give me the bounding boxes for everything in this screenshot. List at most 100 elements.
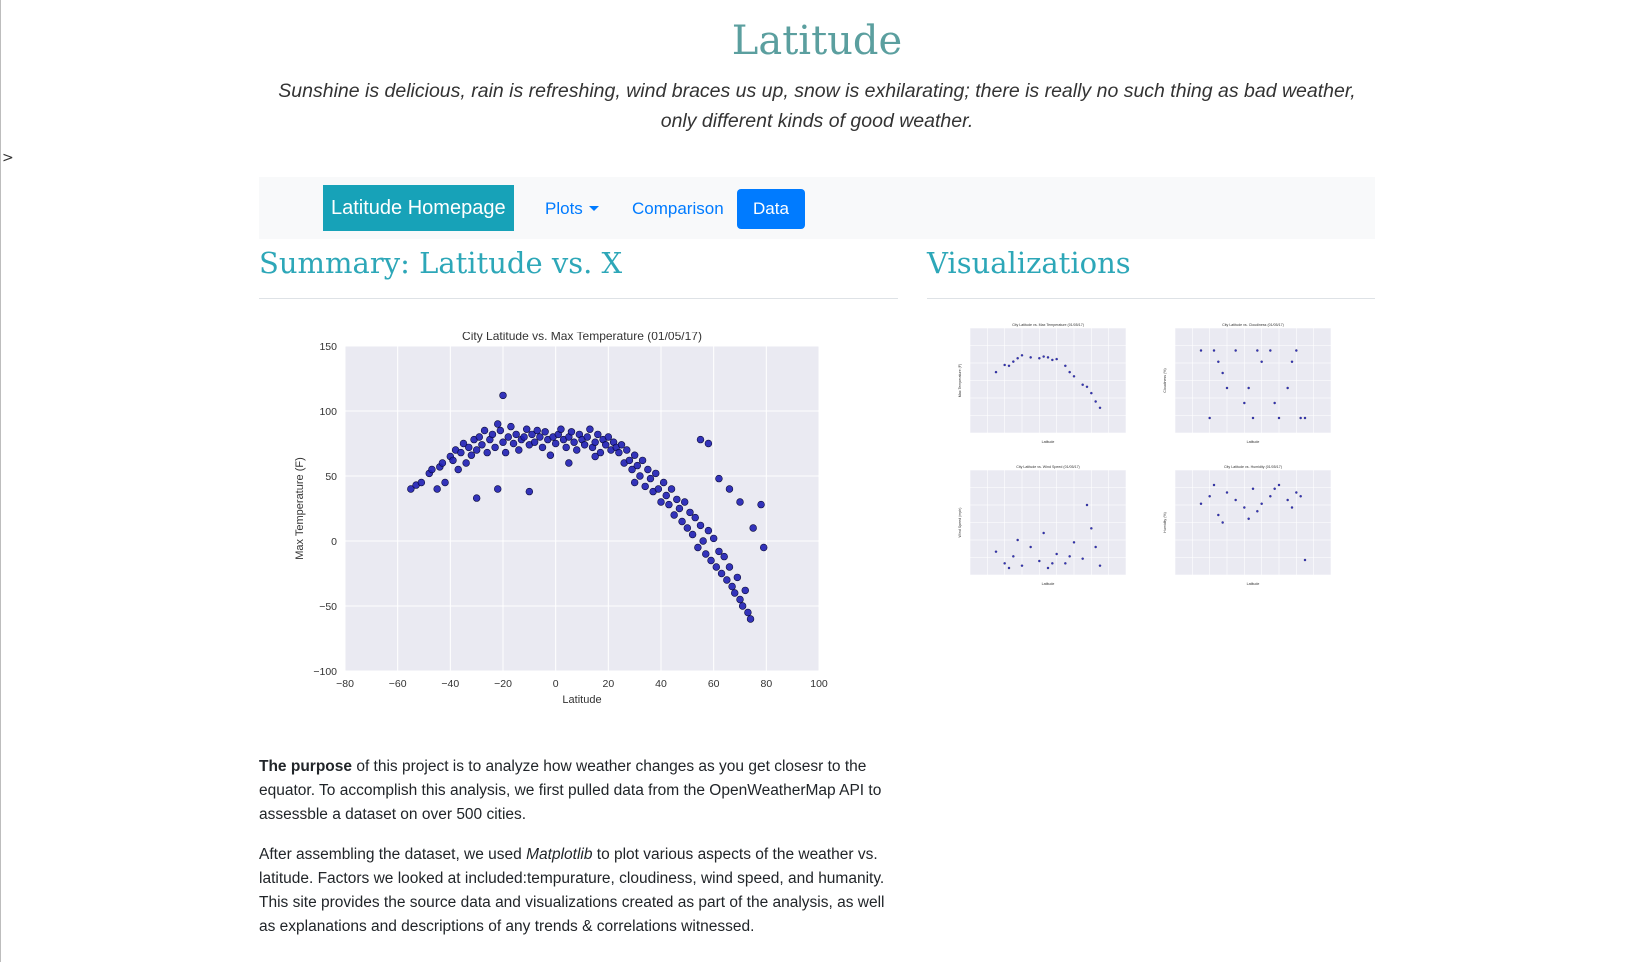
thumbnail-4-data-point: [1269, 495, 1272, 498]
main-chart-data-point: [738, 602, 747, 610]
nav-plots-dropdown[interactable]: Plots: [537, 189, 607, 229]
main-chart-data-point: [480, 426, 489, 435]
main-chart-data-point: [499, 438, 507, 446]
thumbnail-wind-speed-chart[interactable]: City Latitude vs. Wind Speed (01/05/17) L…: [954, 460, 1144, 590]
main-chart-data-point: [688, 530, 697, 539]
main-chart-data-point: [630, 451, 639, 459]
main-chart-x-tick-label: 80: [760, 678, 772, 690]
nav-data-link[interactable]: Data: [737, 189, 805, 229]
main-chart-data-point: [457, 448, 465, 457]
thumbnail-3-data-point: [1020, 564, 1024, 567]
thumbnail-4-data-point: [1303, 558, 1307, 562]
summary-text-2b: to plot various aspects of the weather v…: [259, 846, 885, 935]
nav-comparison-link[interactable]: Comparison: [632, 199, 724, 218]
main-chart-data-point: [665, 500, 673, 509]
thumbnail-2-data-point: [1295, 349, 1298, 352]
visualizations-divider: [927, 298, 1375, 299]
thumbnail-2-data-point: [1247, 386, 1250, 390]
thumbnail-2-data-point: [1225, 386, 1229, 390]
main-chart-data-point: [709, 534, 718, 543]
main-chart-data-point: [659, 478, 668, 487]
main-chart-data-point: [681, 498, 689, 506]
thumbnail-1-x-axis-label: Latitude: [1042, 440, 1055, 444]
main-chart-data-point: [723, 576, 731, 584]
thumbnail-2-data-point: [1221, 371, 1224, 375]
thumbnail-1-data-point: [1046, 356, 1050, 359]
thumbnail-4-data-point: [1225, 491, 1229, 494]
main-chart-x-tick-label: −80: [336, 678, 354, 690]
thumbnail-1-chart-title: City Latitude vs. Max Temperature (01/05…: [1012, 323, 1084, 327]
thumbnail-humidity-chart[interactable]: City Latitude vs. Humidity (01/05/17) Lat…: [1159, 460, 1349, 590]
main-chart-data-point: [731, 589, 739, 597]
thumbnail-1-data-point: [1016, 357, 1019, 360]
main-chart-data-point: [459, 439, 468, 448]
thumbnail-4-data-point: [1286, 498, 1289, 502]
thumbnail-2-y-axis-label: Cloudiness (%): [1163, 368, 1167, 392]
main-chart-data-point: [662, 491, 670, 500]
main-chart-data-point: [428, 465, 436, 474]
main-chart-data-point: [417, 478, 426, 487]
main-chart-data-point: [441, 478, 449, 487]
thumbnail-1-data-point: [1012, 360, 1015, 363]
thumbnail-3-data-point: [1046, 566, 1050, 570]
thumbnail-2-data-point: [1208, 416, 1211, 420]
main-chart-data-point: [617, 441, 626, 449]
main-chart-data-point: [691, 513, 699, 522]
main-chart-data-point: [520, 433, 528, 441]
thumbnail-2-data-point: [1256, 349, 1259, 352]
main-chart-data-point: [509, 439, 518, 448]
main-chart-data-point: [757, 500, 765, 509]
thumbnail-2-data-point: [1299, 416, 1302, 420]
main-chart-data-point: [636, 472, 644, 480]
main-chart-data-point: [433, 485, 441, 493]
thumbnail-3-chart-title: City Latitude vs. Wind Speed (01/05/17): [1016, 465, 1080, 469]
main-chart-data-point: [728, 582, 736, 591]
thumbnail-1-y-axis-label: Max Temperature (F): [958, 364, 962, 397]
thumbnail-3-data-point: [1003, 562, 1006, 565]
main-chart-data-point: [523, 425, 531, 433]
thumbnail-4-data-point: [1217, 513, 1220, 517]
main-chart-x-tick-label: 0: [553, 678, 559, 690]
main-chart-data-point: [565, 459, 573, 467]
thumbnail-3-data-point: [1007, 566, 1011, 570]
main-chart-data-point: [494, 420, 502, 428]
thumbnail-4-data-point: [1277, 483, 1281, 487]
main-chart-data-point: [591, 438, 599, 446]
main-chart-data-point: [551, 439, 560, 448]
main-chart-data-point: [488, 430, 497, 439]
main-chart-data-point: [670, 511, 678, 519]
thumbnail-cloudiness-chart[interactable]: City Latitude vs. Cloudiness (01/05/17) L…: [1159, 318, 1349, 448]
thumbnail-1-data-point: [1042, 355, 1045, 358]
main-chart-data-point: [602, 441, 610, 449]
main-chart-data-point: [694, 543, 702, 552]
main-chart-x-tick-label: 60: [708, 678, 720, 690]
main-chart-data-point: [678, 517, 686, 526]
thumbnail-4-y-axis-label: Humidity (%): [1163, 512, 1167, 533]
nav-brand-button[interactable]: Latitude Homepage: [323, 185, 514, 231]
thumbnail-2-data-point: [1199, 349, 1203, 352]
main-chart-data-point: [562, 443, 570, 452]
main-chart-data-point: [652, 469, 660, 478]
main-chart-data-point: [699, 537, 707, 545]
thumbnail-1-data-point: [1085, 385, 1089, 389]
main-chart-data-point: [638, 456, 647, 465]
thumbnail-temperature-chart[interactable]: City Latitude vs. Max Temperature (01/05…: [954, 318, 1144, 448]
main-chart-data-point: [407, 485, 415, 493]
page-subtitle: Sunshine is delicious, rain is refreshin…: [278, 80, 1356, 132]
main-chart-data-point: [494, 485, 502, 493]
thumbnail-2-x-axis-label: Latitude: [1247, 440, 1260, 444]
main-chart-data-point: [591, 452, 599, 461]
main-chart-data-point: [673, 495, 681, 504]
main-chart-data-point: [491, 443, 499, 452]
main-chart-data-point: [644, 465, 652, 474]
main-chart-data-point: [538, 443, 547, 452]
summary-paragraph-1: The purpose of this project is to analyz…: [259, 755, 899, 827]
main-chart-data-point: [725, 485, 734, 493]
main-chart-data-point: [725, 563, 734, 571]
main-chart-data-point: [641, 482, 649, 491]
thumbnail-1-data-point: [1098, 406, 1102, 410]
main-chart-data-point: [496, 426, 505, 435]
main-chart-data-point: [615, 448, 623, 457]
summary-bold-text: The purpose: [259, 758, 353, 775]
main-chart-x-tick-label: −60: [389, 678, 407, 690]
